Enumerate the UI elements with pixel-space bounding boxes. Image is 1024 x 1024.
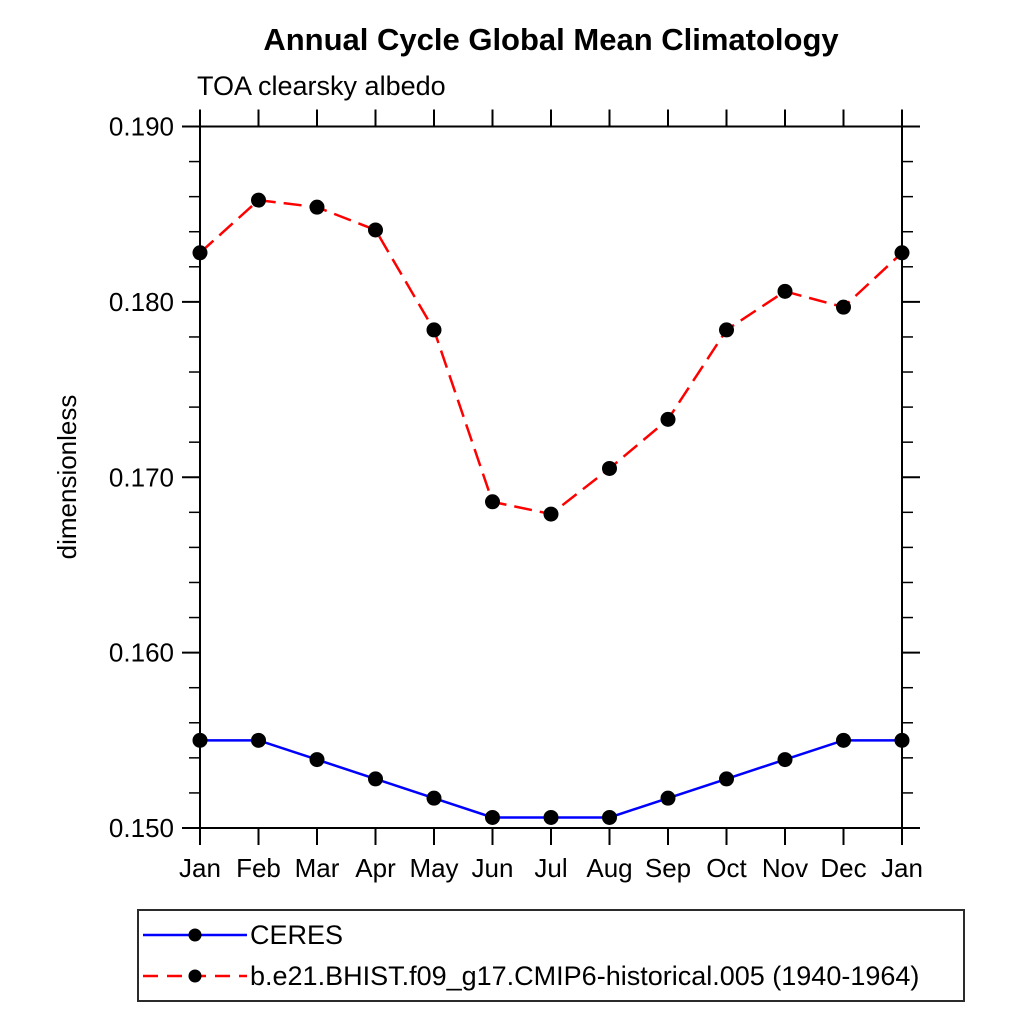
legend-item-model: b.e21.BHIST.f09_g17.CMIP6-historical.005… [141, 956, 963, 997]
data-point-marker [894, 732, 910, 748]
legend-label-model: b.e21.BHIST.f09_g17.CMIP6-historical.005… [250, 960, 920, 991]
data-point-marker [894, 245, 910, 261]
data-point-marker [426, 790, 442, 806]
legend-line-sample-dashed [143, 969, 247, 983]
legend-sample-marker [188, 928, 202, 942]
chart-subtitle: TOA clearsky albedo [197, 71, 446, 101]
data-point-marker [719, 322, 734, 338]
legend: CERES b.e21.BHIST.f09_g17.CMIP6-historic… [137, 909, 965, 1002]
x-tick-label: Feb [236, 853, 281, 883]
data-point-marker [192, 245, 208, 261]
x-tick-label: Sep [645, 853, 691, 883]
x-tick-label: Dec [820, 853, 866, 883]
x-tick-label: Apr [355, 853, 396, 883]
x-tick-label: May [409, 853, 458, 883]
series-line-0 [200, 739, 902, 819]
x-tick-label: Jan [179, 853, 221, 883]
data-point-marker [543, 809, 559, 825]
legend-line-sample-solid [143, 928, 247, 942]
data-point-marker [777, 283, 793, 299]
data-point-marker [251, 732, 266, 748]
data-point-marker [192, 732, 208, 748]
x-tick-label: Jun [472, 853, 514, 883]
data-point-marker [251, 192, 266, 208]
x-tick-label: Aug [586, 853, 632, 883]
data-point-marker [602, 809, 617, 825]
series-line-1 [199, 198, 903, 516]
y-tick-label: 0.160 [109, 638, 174, 668]
legend-sample-marker [188, 969, 202, 983]
x-tick-label: Jan [881, 853, 923, 883]
y-tick-label: 0.150 [109, 813, 174, 843]
x-tick-label: Nov [762, 853, 808, 883]
data-point-marker [368, 771, 383, 787]
data-point-marker [836, 299, 851, 315]
y-tick-label: 0.180 [109, 287, 174, 317]
x-tick-label: Jul [534, 853, 567, 883]
data-point-marker [660, 411, 676, 427]
data-point-marker [543, 506, 559, 522]
data-point-marker [777, 752, 793, 768]
plot-frame [199, 125, 903, 829]
data-point-marker [426, 322, 442, 338]
y-tick-label: 0.190 [109, 112, 174, 142]
x-tick-label: Mar [295, 853, 340, 883]
chart-title: Annual Cycle Global Mean Climatology [263, 22, 839, 57]
data-point-marker [836, 732, 851, 748]
data-point-marker [368, 222, 383, 238]
data-point-marker [485, 494, 500, 510]
x-tick-label: Oct [706, 853, 747, 883]
data-point-marker [602, 460, 617, 476]
legend-label-ceres: CERES [250, 919, 344, 950]
legend-item-ceres: CERES [141, 915, 963, 956]
y-tick-label: 0.170 [109, 462, 174, 492]
data-point-marker [660, 790, 676, 806]
data-point-marker [485, 809, 500, 825]
data-point-marker [309, 752, 325, 768]
data-point-marker [719, 771, 734, 787]
data-point-marker [309, 199, 325, 215]
